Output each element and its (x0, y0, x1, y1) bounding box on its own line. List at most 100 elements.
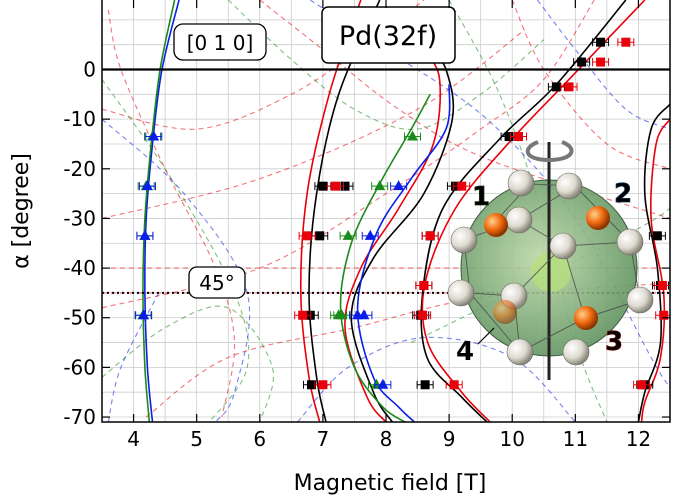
white-atom (507, 169, 535, 197)
white-atom (555, 172, 583, 200)
data-point-red (621, 37, 631, 47)
data-point-blue (138, 309, 150, 320)
x-tick-label: 5 (190, 427, 203, 451)
white-atom (626, 286, 654, 314)
angle-label: 45° (199, 271, 234, 295)
model-curve-red (511, 0, 670, 170)
data-point-blue (364, 229, 376, 240)
model-curve-red (107, 9, 236, 418)
data-point-red (457, 181, 467, 191)
fit-curve-red (344, 49, 442, 422)
fit-curve-black (637, 103, 670, 422)
data-point-black (307, 380, 317, 390)
x-tick-label: 12 (626, 427, 651, 451)
x-axis-label: Magnetic field [T] (294, 471, 487, 496)
data-point-black (596, 37, 606, 47)
data-point-green (336, 309, 348, 320)
white-atom (549, 232, 577, 260)
x-tick-label: 6 (253, 427, 266, 451)
orange-atom (484, 213, 508, 237)
x-tick-label: 4 (127, 427, 140, 451)
white-atom (447, 279, 475, 307)
data-point-green (342, 229, 354, 240)
model-curve-blue (107, 292, 160, 422)
polyhedron-core (531, 252, 571, 292)
model-curve-blue (537, 0, 670, 130)
white-atom (562, 338, 590, 366)
data-point-red (419, 280, 429, 290)
data-point-black (318, 181, 328, 191)
data-point-red (596, 57, 606, 67)
data-point-red (564, 82, 574, 92)
orange-atom (574, 306, 598, 330)
data-point-blue (393, 180, 405, 191)
data-point-blue (358, 309, 370, 320)
direction-box: [0 1 0] (173, 23, 267, 61)
data-point-red (318, 380, 328, 390)
axis-ticks: 4 5 6 7 8 9 10 11 120-10-20-30-40-50-60-70 (63, 0, 670, 451)
data-point-blue (377, 378, 389, 389)
model-curve-blue (297, 336, 576, 422)
direction-label: [0 1 0] (187, 31, 254, 55)
x-tick-label: 8 (380, 427, 393, 451)
fit-curve-blue (356, 84, 451, 422)
y-tick-label: -70 (63, 405, 96, 429)
model-curve-green (227, 0, 545, 131)
y-tick-label: -20 (63, 157, 96, 181)
y-tick-label: -60 (63, 355, 96, 379)
data-point-red (659, 310, 669, 320)
white-atom (505, 206, 533, 234)
data-point-black (340, 181, 350, 191)
data-point-red (449, 380, 459, 390)
site-label-2: 2 (614, 179, 632, 209)
data-point-black (315, 231, 325, 241)
orange-atom (493, 300, 517, 324)
data-point-red (657, 280, 667, 290)
fit-curve-black (308, 0, 381, 422)
data-point-blue (139, 229, 151, 240)
x-tick-label: 11 (563, 427, 588, 451)
data-point-red (425, 231, 435, 241)
white-atom (616, 228, 644, 256)
y-tick-label: -10 (63, 107, 96, 131)
data-points (134, 37, 670, 390)
title-box: Pd(32f) (321, 6, 456, 64)
data-point-red (331, 181, 341, 191)
site-label-4: 4 (456, 337, 474, 367)
y-tick-label: -50 (63, 306, 96, 330)
data-point-green (374, 180, 386, 191)
model-curve-blue (309, 0, 670, 388)
data-point-blue (148, 130, 160, 141)
orange-atom (586, 206, 610, 230)
data-point-blue (141, 180, 153, 191)
y-tick-label: 0 (83, 58, 96, 82)
data-point-red (637, 380, 647, 390)
data-point-red (298, 310, 308, 320)
fit-curve-red (299, 0, 362, 422)
polyhedron-illustration (447, 140, 654, 380)
data-point-black (420, 380, 430, 390)
y-axis-label: α [degree] (9, 153, 34, 269)
site-4-pointer (477, 327, 495, 345)
x-tick-label: 7 (317, 427, 330, 451)
data-point-red (418, 310, 428, 320)
fit-curve-green (142, 0, 176, 422)
fit-curve-green (339, 93, 431, 422)
y-tick-label: -30 (63, 206, 96, 230)
model-curve-green (102, 305, 275, 422)
fit-curve-black (350, 49, 455, 422)
data-point-red (514, 132, 524, 142)
x-tick-label: 10 (499, 427, 524, 451)
model-curve-green (102, 79, 250, 422)
y-tick-label: -40 (63, 256, 96, 280)
angle-box: 45° (188, 266, 246, 299)
data-point-green (407, 130, 419, 141)
site-label-1: 1 (472, 182, 490, 212)
white-atom (506, 338, 534, 366)
model-curve-blue (102, 118, 251, 422)
data-point-black (504, 132, 514, 142)
data-point-black (577, 57, 587, 67)
site-label-3: 3 (605, 327, 623, 357)
white-atom (450, 226, 478, 254)
